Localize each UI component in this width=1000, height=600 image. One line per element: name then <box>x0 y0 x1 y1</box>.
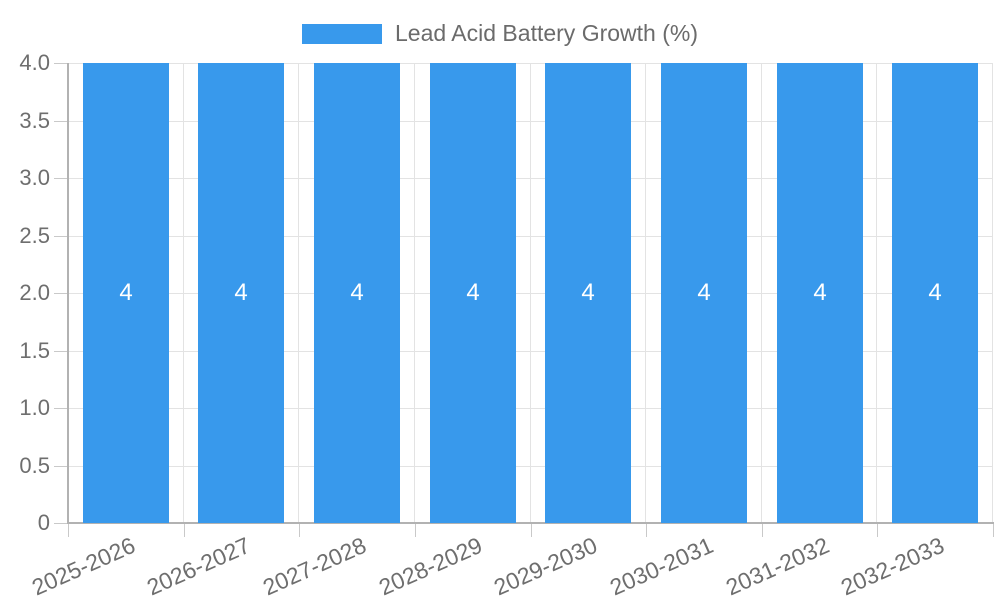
bar[interactable]: 4 <box>430 63 516 523</box>
bar[interactable]: 4 <box>777 63 863 523</box>
y-axis-tick <box>54 120 68 122</box>
x-axis-tick <box>415 523 416 537</box>
bar-value-label: 4 <box>581 279 595 306</box>
bar-value-label: 4 <box>350 279 364 306</box>
v-gridline <box>645 63 646 523</box>
y-axis-tick <box>54 523 68 524</box>
x-axis-tick <box>184 523 185 537</box>
y-axis-tick <box>54 350 68 352</box>
v-gridline <box>876 63 877 523</box>
bar[interactable]: 4 <box>661 63 747 523</box>
legend[interactable]: Lead Acid Battery Growth (%) <box>0 20 1000 47</box>
y-axis-tick <box>54 465 68 467</box>
y-tick-label: 0 <box>37 510 50 535</box>
y-tick-label: 2.5 <box>19 222 50 248</box>
v-gridline <box>992 63 993 523</box>
y-axis-line <box>67 63 69 524</box>
v-gridline <box>183 63 184 523</box>
bar-value-label: 4 <box>813 279 827 306</box>
bar[interactable]: 4 <box>83 63 169 523</box>
x-axis-tick <box>531 523 532 537</box>
bar[interactable]: 4 <box>892 63 978 523</box>
y-tick-label: 2.0 <box>19 280 50 305</box>
y-tick-label: 3.0 <box>19 165 50 190</box>
legend-label: Lead Acid Battery Growth (%) <box>395 20 698 46</box>
y-axis-tick <box>54 63 68 64</box>
bar-value-label: 4 <box>119 279 133 306</box>
v-gridline <box>530 63 531 523</box>
legend-swatch <box>302 23 383 44</box>
v-gridline <box>761 63 762 523</box>
bar-value-label: 4 <box>466 279 480 306</box>
y-tick-label: 3.5 <box>19 107 50 133</box>
x-axis-tick <box>646 523 647 537</box>
y-axis-tick <box>54 293 68 294</box>
y-tick-label: 1.0 <box>19 395 50 420</box>
x-axis-line <box>67 522 994 524</box>
v-gridline <box>414 63 415 523</box>
y-tick-label: 0.5 <box>19 452 50 478</box>
x-axis-tick <box>299 523 300 537</box>
x-axis-tick <box>993 523 994 537</box>
x-axis-tick <box>762 523 763 537</box>
x-axis-tick <box>68 523 69 537</box>
y-axis-tick <box>54 408 68 409</box>
bar-value-label: 4 <box>234 279 248 306</box>
y-axis-tick <box>54 178 68 179</box>
y-tick-label: 1.5 <box>19 337 50 363</box>
y-tick-label: 4.0 <box>19 50 50 75</box>
bar-value-label: 4 <box>697 279 711 306</box>
bar-value-label: 4 <box>928 279 942 306</box>
bar[interactable]: 4 <box>314 63 400 523</box>
bar[interactable]: 4 <box>545 63 631 523</box>
x-axis-tick <box>877 523 878 537</box>
bar[interactable]: 4 <box>198 63 284 523</box>
v-gridline <box>298 63 299 523</box>
y-axis-tick <box>54 235 68 237</box>
